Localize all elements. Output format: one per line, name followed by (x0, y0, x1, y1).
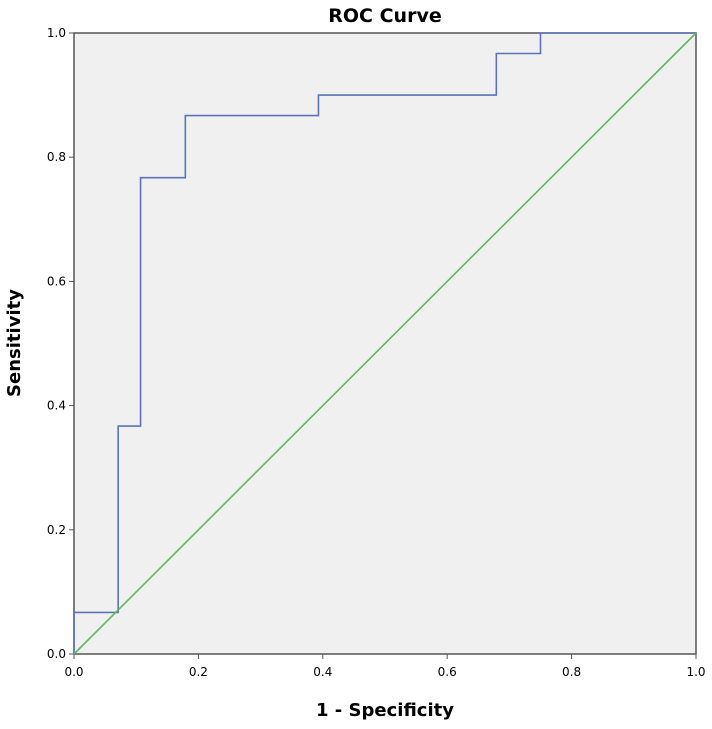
x-axis-ticks: 0.0 0.2 0.4 0.6 0.8 1.0 (64, 654, 706, 679)
x-tick-label: 0.8 (562, 665, 581, 679)
y-tick-label: 0.2 (47, 523, 66, 537)
y-axis-ticks: 0.0 0.2 0.4 0.6 0.8 1.0 (47, 26, 74, 661)
chart-title: ROC Curve (328, 5, 441, 27)
y-tick-label: 0.4 (47, 399, 66, 413)
y-axis-label: Sensitivity (4, 289, 25, 397)
y-tick-label: 0.8 (47, 150, 66, 164)
roc-curve-line (73, 32, 696, 654)
x-axis-label: 1 - Specificity (316, 700, 454, 721)
series-layer (73, 32, 697, 655)
x-tick-label: 0.4 (313, 665, 332, 679)
x-tick-label: 0.6 (438, 665, 457, 679)
reference-diagonal-line (73, 32, 697, 655)
x-tick-label: 0.0 (64, 665, 83, 679)
y-tick-label: 0.0 (47, 647, 66, 661)
x-tick-label: 1.0 (686, 665, 705, 679)
y-tick-label: 0.6 (47, 274, 66, 288)
y-tick-label: 1.0 (47, 26, 66, 40)
x-tick-label: 0.2 (189, 665, 208, 679)
